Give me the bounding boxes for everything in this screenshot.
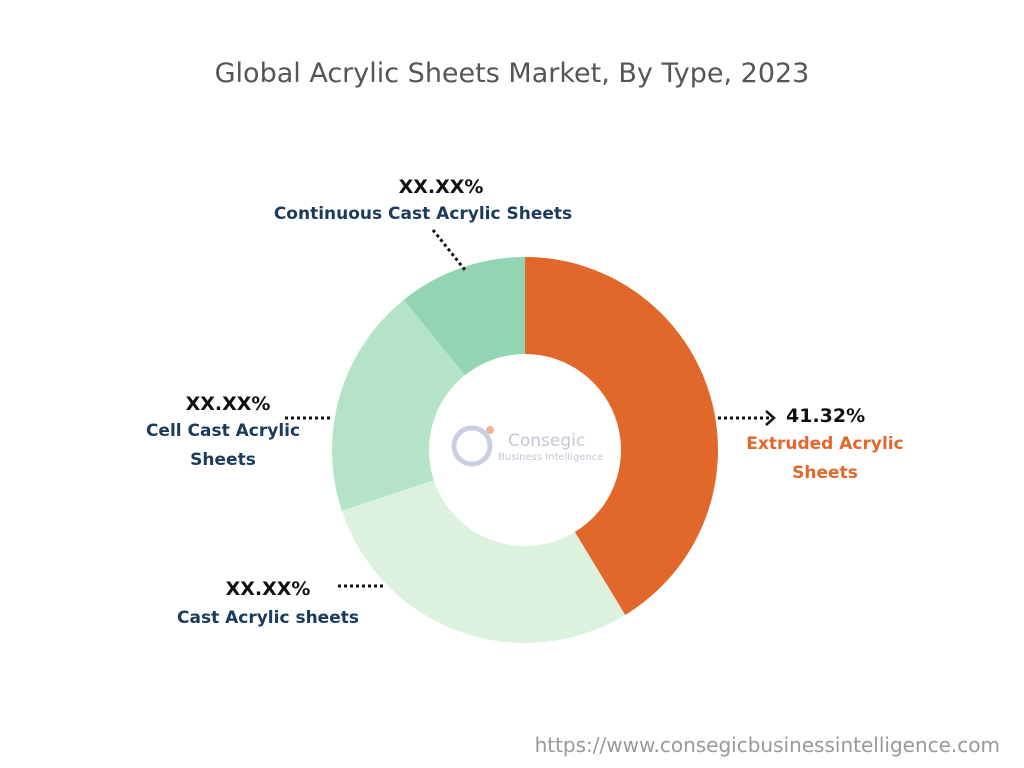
leader-arrow: [765, 410, 776, 426]
leader-line: [431, 229, 467, 271]
donut-slice: [403, 257, 525, 376]
value-label: XX.XX%: [185, 393, 271, 415]
donut-slice: [341, 480, 626, 643]
category-label: Extruded Acrylic Sheets: [746, 434, 904, 483]
category-label: Continuous Cast Acrylic Sheets: [273, 204, 573, 224]
value-label: XX.XX%: [225, 578, 311, 600]
value-label: XX.XX%: [398, 176, 484, 198]
source-url: https://www.consegicbusinessintelligence…: [535, 733, 1000, 757]
chart-title: Global Acrylic Sheets Market, By Type, 2…: [215, 58, 810, 89]
logo-dot: [486, 426, 494, 434]
logo-name: Consegic: [508, 431, 585, 451]
value-label: 41.32%: [786, 405, 866, 427]
category-label: Cast Acrylic sheets: [177, 608, 359, 628]
logo-tagline: Business Intelligence: [498, 452, 603, 463]
donut-slice: [525, 257, 718, 615]
donut-slice: [331, 299, 465, 511]
category-label: Cell Cast Acrylic Sheets: [145, 421, 301, 470]
logo-icon: [451, 425, 493, 467]
